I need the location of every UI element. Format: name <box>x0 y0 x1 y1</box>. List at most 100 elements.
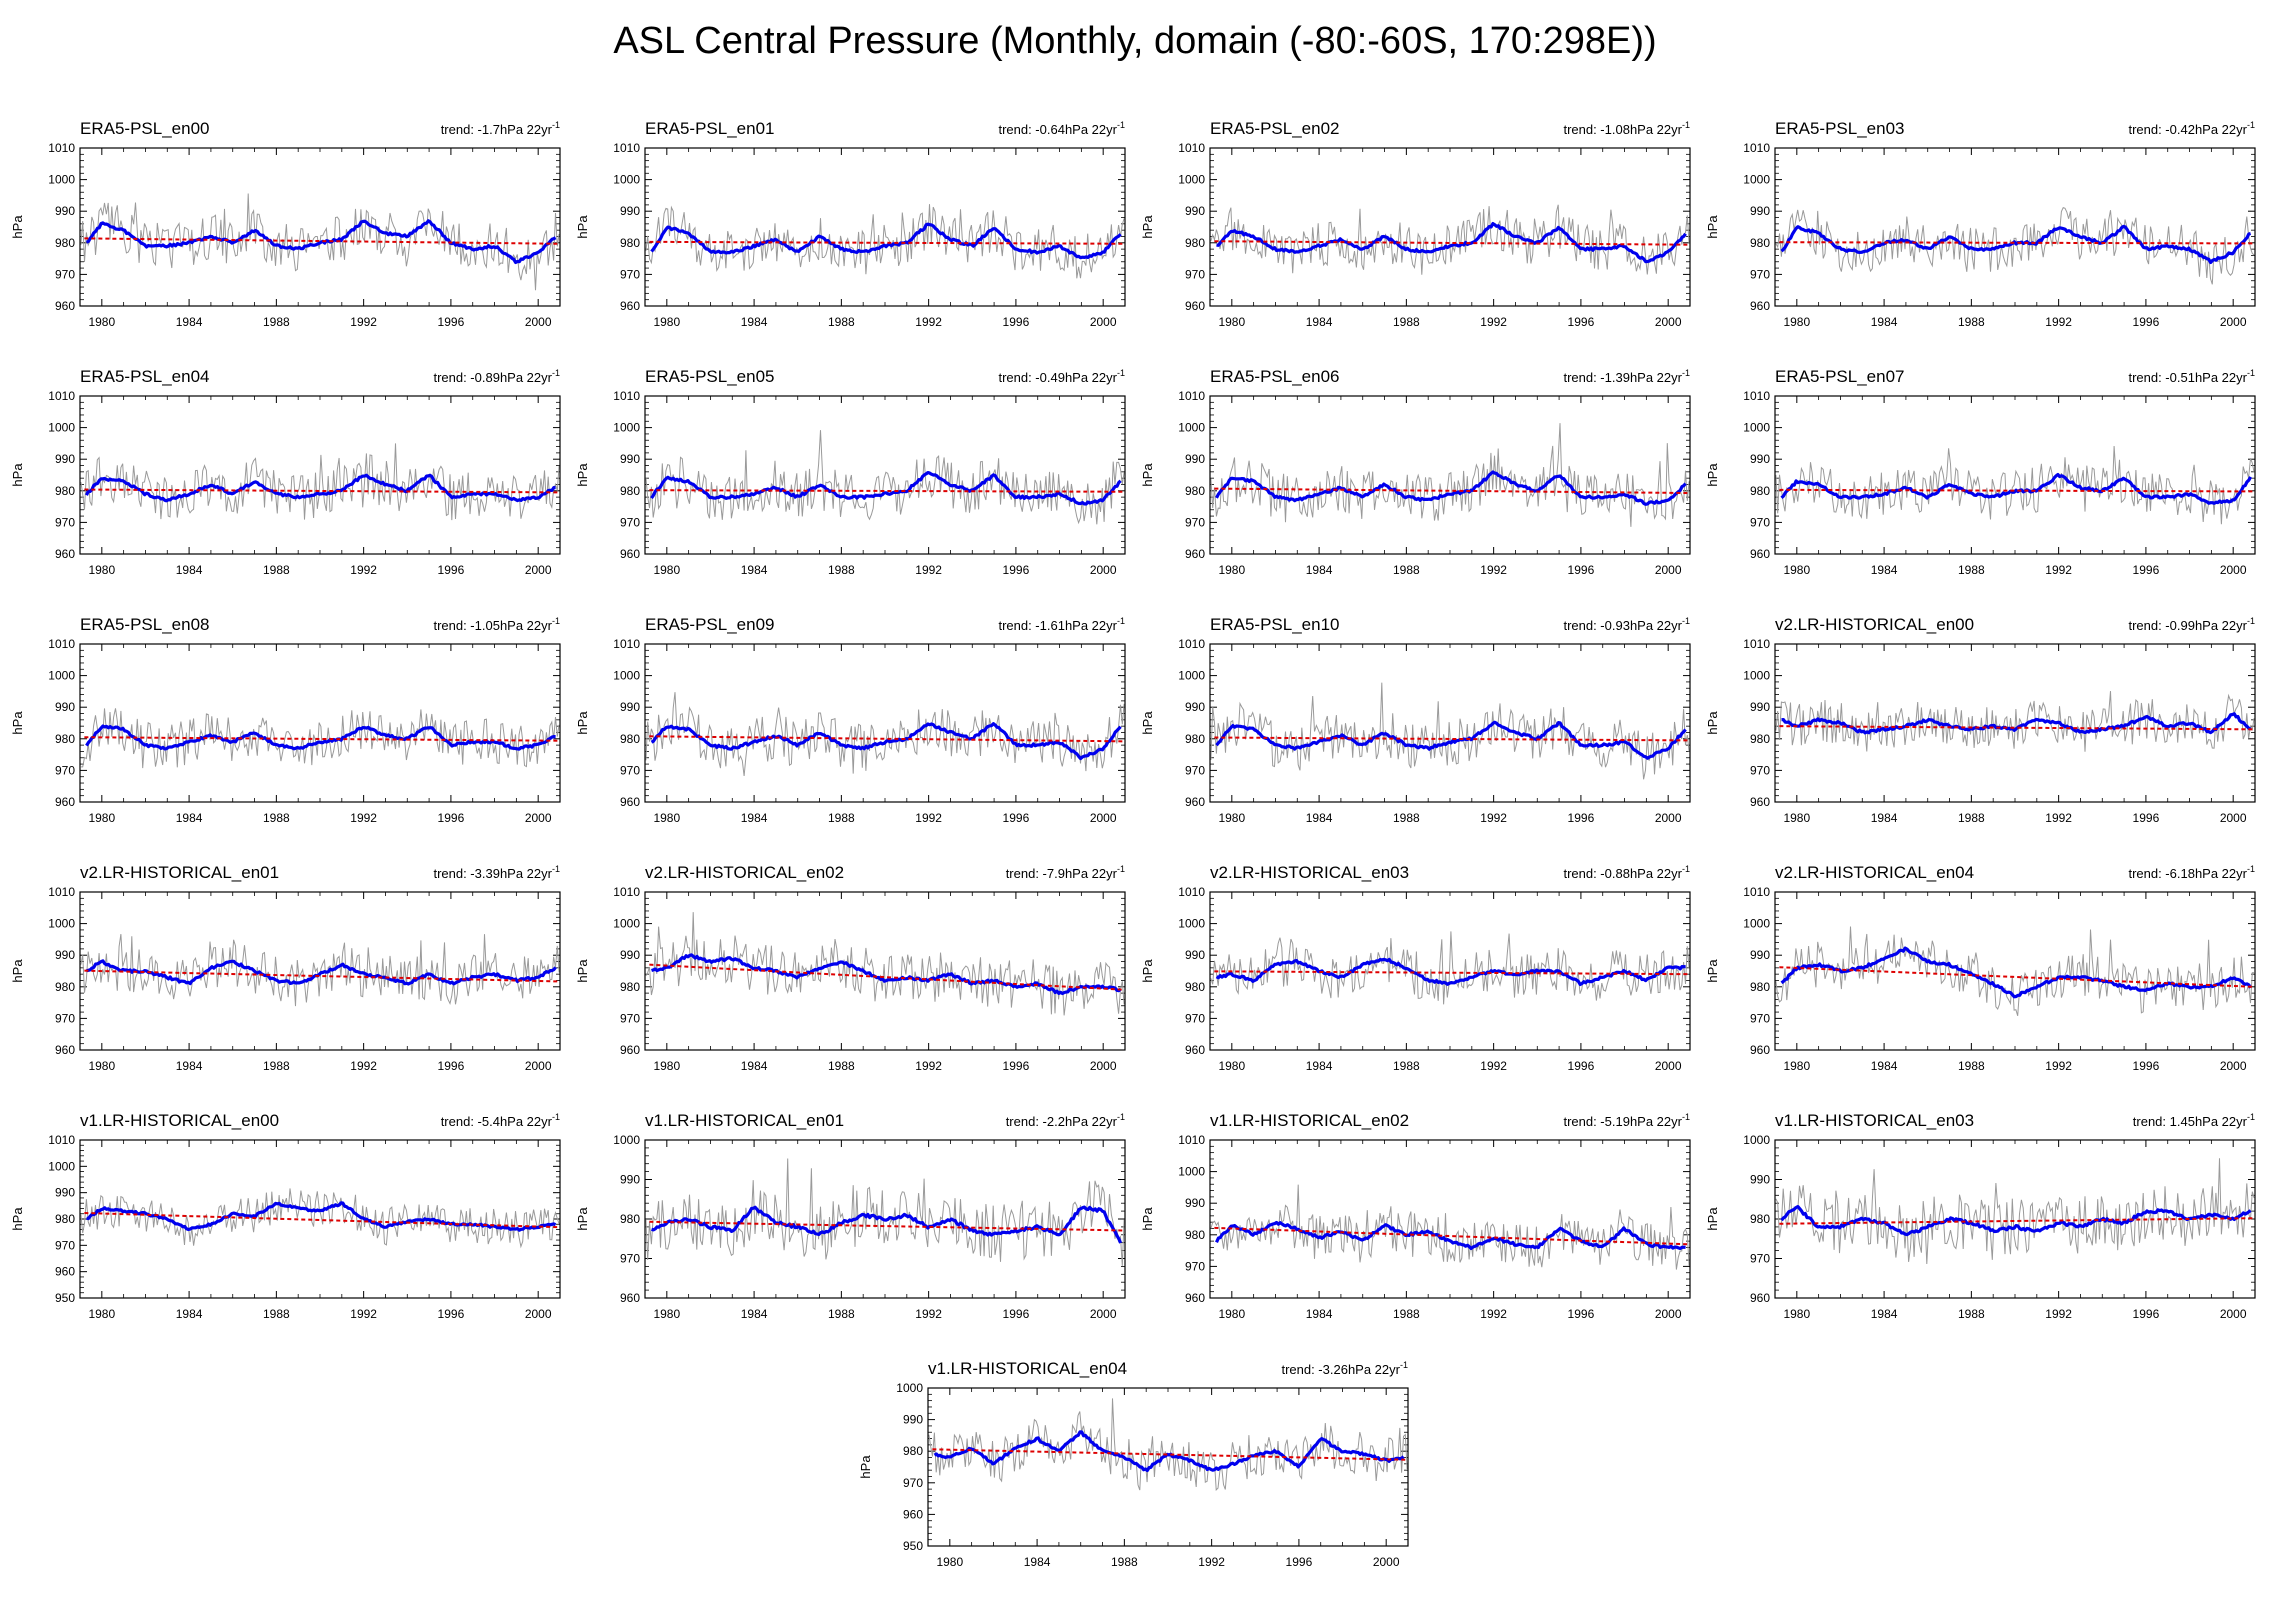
x-tick-label: 2000 <box>525 1059 552 1073</box>
x-tick-label: 1980 <box>88 563 115 577</box>
smoothed-series <box>650 471 1122 506</box>
x-tick-label: 2000 <box>1090 563 1117 577</box>
y-tick-label: 970 <box>620 1011 640 1025</box>
panel-ERA5-PSL_en02: ERA5-PSL_en02 trend: -1.08hPa 22yr-1 hPa 96… <box>1140 119 1691 329</box>
x-tick-label: 1980 <box>653 1059 680 1073</box>
trend-label: trend: -1.05hPa 22yr-1 <box>433 616 560 633</box>
panel-ERA5-PSL_en06: ERA5-PSL_en06 trend: -1.39hPa 22yr-1 hPa 96… <box>1140 367 1691 577</box>
panel-title: ERA5-PSL_en08 <box>80 615 209 634</box>
y-tick-label: 1010 <box>613 885 640 899</box>
trend-line <box>84 488 558 494</box>
x-tick-label: 2000 <box>1655 563 1682 577</box>
trend-line <box>1779 1217 2253 1225</box>
y-tick-label: 960 <box>1750 299 1770 313</box>
trend-label: trend: -7.9hPa 22yr-1 <box>1006 864 1125 881</box>
y-tick-label: 1010 <box>1743 389 1770 403</box>
y-tick-label: 980 <box>903 1444 923 1458</box>
x-tick-label: 1984 <box>176 1307 203 1321</box>
panel-ERA5-PSL_en04: ERA5-PSL_en04 trend: -0.89hPa 22yr-1 hPa 96… <box>10 367 561 577</box>
x-tick-label: 1992 <box>350 1059 377 1073</box>
x-tick-label: 1992 <box>2045 1307 2072 1321</box>
y-tick-label: 1010 <box>613 389 640 403</box>
x-tick-label: 1980 <box>88 315 115 329</box>
panel-title: ERA5-PSL_en04 <box>80 367 209 386</box>
trend-label: trend: -0.49hPa 22yr-1 <box>998 368 1125 385</box>
x-tick-label: 1988 <box>1958 315 1985 329</box>
y-tick-label: 1010 <box>1178 141 1205 155</box>
plot-frame <box>927 1387 1409 1547</box>
x-tick-label: 1992 <box>2045 811 2072 825</box>
x-tick-label: 1980 <box>88 811 115 825</box>
x-tick-label: 1996 <box>2133 811 2160 825</box>
x-tick-label: 1996 <box>1003 1307 1030 1321</box>
panel-v1.LR-HISTORICAL_en01: v1.LR-HISTORICAL_en01 trend: -2.2hPa 22yr… <box>575 1111 1126 1321</box>
y-tick-label: 1010 <box>48 1133 75 1147</box>
smoothed-series <box>1215 1220 1686 1251</box>
monthly-series <box>645 430 1125 525</box>
x-tick-label: 1980 <box>1218 315 1245 329</box>
monthly-series <box>1210 1184 1690 1270</box>
panel-title: ERA5-PSL_en01 <box>645 119 774 138</box>
x-tick-label: 1984 <box>741 563 768 577</box>
y-tick-label: 960 <box>620 547 640 561</box>
x-tick-label: 1996 <box>1568 1059 1595 1073</box>
x-tick-label: 1992 <box>915 563 942 577</box>
panel-v1.LR-HISTORICAL_en02: v1.LR-HISTORICAL_en02 trend: -5.19hPa 22y… <box>1140 1111 1691 1321</box>
y-tick-label: 960 <box>1185 299 1205 313</box>
y-axis-label: hPa <box>1140 1207 1155 1231</box>
y-tick-label: 960 <box>1185 1291 1205 1305</box>
y-tick-label: 960 <box>1750 547 1770 561</box>
plot-frame <box>1774 643 2256 803</box>
x-tick-label: 1984 <box>1871 315 1898 329</box>
plot-frame <box>644 395 1126 555</box>
trend-line <box>649 735 1123 743</box>
x-tick-label: 1980 <box>653 563 680 577</box>
x-tick-label: 1996 <box>1568 811 1595 825</box>
y-tick-label: 970 <box>1750 515 1770 529</box>
x-tick-label: 2000 <box>1090 315 1117 329</box>
y-tick-label: 970 <box>620 1252 640 1266</box>
y-tick-label: 1010 <box>1743 141 1770 155</box>
x-tick-label: 1984 <box>1871 1059 1898 1073</box>
x-tick-label: 1992 <box>1480 811 1507 825</box>
y-tick-label: 980 <box>1185 236 1205 250</box>
x-tick-label: 1984 <box>1306 1059 1333 1073</box>
trend-line <box>649 1220 1123 1232</box>
x-tick-label: 2000 <box>1655 315 1682 329</box>
y-tick-label: 990 <box>1750 1173 1770 1187</box>
x-tick-label: 2000 <box>2220 811 2247 825</box>
panel-title: ERA5-PSL_en02 <box>1210 119 1339 138</box>
x-tick-label: 1988 <box>1393 811 1420 825</box>
trend-label: trend: -1.7hPa 22yr-1 <box>441 120 560 137</box>
panel-v2.LR-HISTORICAL_en04: v2.LR-HISTORICAL_en04 trend: -6.18hPa 22y… <box>1705 863 2256 1073</box>
panel-title: v2.LR-HISTORICAL_en02 <box>645 863 844 882</box>
trend-line <box>84 736 558 742</box>
y-axis-label: hPa <box>10 1207 25 1231</box>
y-tick-label: 1000 <box>1178 1165 1205 1179</box>
x-tick-label: 1996 <box>1003 811 1030 825</box>
monthly-series <box>80 934 560 1007</box>
smoothed-series <box>1781 712 2252 735</box>
monthly-series <box>1775 206 2255 285</box>
y-axis-label: hPa <box>858 1455 873 1479</box>
x-tick-label: 1992 <box>1480 315 1507 329</box>
x-tick-label: 1996 <box>1568 563 1595 577</box>
trend-label: trend: -6.18hPa 22yr-1 <box>2128 864 2255 881</box>
smoothed-series <box>85 724 556 751</box>
smoothed-series <box>85 473 556 503</box>
y-axis-label: hPa <box>1705 959 1720 983</box>
y-tick-label: 980 <box>55 484 75 498</box>
y-tick-label: 970 <box>55 1011 75 1025</box>
x-tick-label: 1996 <box>1286 1555 1313 1569</box>
y-tick-label: 990 <box>1185 452 1205 466</box>
plot-frame <box>644 147 1126 307</box>
y-tick-label: 1000 <box>1743 669 1770 683</box>
y-axis-label: hPa <box>1705 1207 1720 1231</box>
trend-line <box>84 237 558 245</box>
panel-title: v1.LR-HISTORICAL_en02 <box>1210 1111 1409 1130</box>
monthly-series <box>645 204 1125 279</box>
x-tick-label: 1988 <box>263 1307 290 1321</box>
y-axis-label: hPa <box>10 711 25 735</box>
panel-title: v2.LR-HISTORICAL_en04 <box>1775 863 1974 882</box>
y-tick-label: 1010 <box>1178 389 1205 403</box>
